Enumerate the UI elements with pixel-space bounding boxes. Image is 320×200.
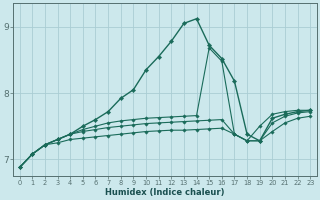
X-axis label: Humidex (Indice chaleur): Humidex (Indice chaleur): [105, 188, 225, 197]
